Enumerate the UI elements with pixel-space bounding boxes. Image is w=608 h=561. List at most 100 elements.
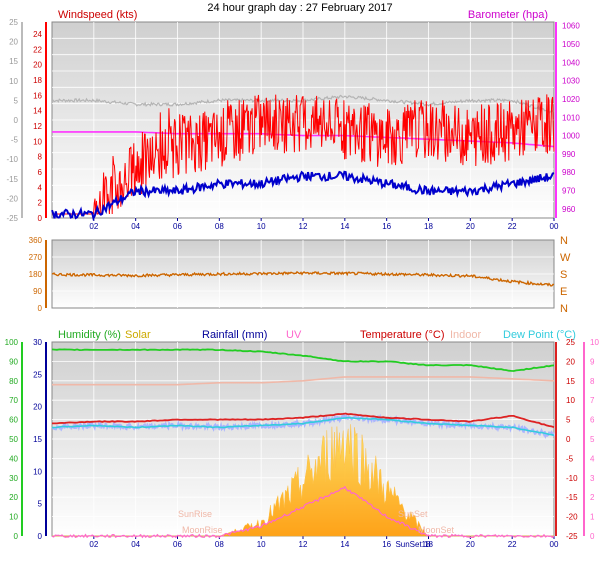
uv-tick-label: 4 [590,454,595,463]
uv-tick-label: 6 [590,416,595,425]
x-tick-label: 12 [299,540,308,549]
direction-tick-label: 180 [29,270,43,279]
rainfall-tick-label: 10 [33,467,42,476]
humidity-tick-label: 10 [9,513,18,522]
x-tick-label: 04 [131,222,140,231]
windspeed-tick-label: 24 [33,30,42,39]
moonrise-annotation: MoonRise [182,525,223,535]
humidity-tick-label: 60 [9,416,18,425]
temperature-tick-label: 5 [566,416,571,425]
windspeed-tick-label: 6 [38,168,43,177]
temperature-tick-label: 25 [566,338,575,347]
x-tick-label: 14 [340,222,349,231]
uv-tick-label: 0 [590,532,595,541]
x-tick-label: 10 [257,540,266,549]
windspeed-tick-label: 2 [38,199,43,208]
temperature-label: Temperature (°C) [360,329,444,341]
grey-tick-label: -20 [6,194,18,203]
x-tick-label: 18 [424,540,433,549]
chart-title: 24 hour graph day : 27 February 2017 [207,2,392,14]
x-tick-label: 04 [131,540,140,549]
x-tick-label: 06 [173,540,182,549]
windspeed-tick-label: 12 [33,122,42,131]
temperature-tick-label: 10 [566,396,575,405]
x-tick-label: 22 [508,540,517,549]
grey-tick-label: 15 [9,57,18,66]
windspeed-tick-label: 22 [33,45,42,54]
temperature-tick-label: 20 [566,357,575,366]
direction-tick-label: 90 [33,287,42,296]
indoor-label: Indoor [450,329,482,341]
humidity-tick-label: 80 [9,377,18,386]
uv-tick-label: 9 [590,357,595,366]
x-tick-label: 22 [508,222,517,231]
uv-tick-label: 7 [590,396,595,405]
rainfall-label: Rainfall (mm) [202,329,267,341]
dew-point-label: Dew Point (°C) [503,329,576,341]
windspeed-tick-label: 8 [38,153,43,162]
humidity-tick-label: 100 [5,338,19,347]
x-tick-label: 14 [340,540,349,549]
humidity-tick-label: 50 [9,435,18,444]
barometer-tick-label: 960 [562,205,576,214]
dew-point-line [51,416,555,437]
barometer-tick-label: 1000 [562,132,580,141]
temperature-tick-label: -5 [566,454,574,463]
barometer-tick-label: 980 [562,168,576,177]
humidity-line [51,348,555,372]
x-tick-label: 20 [466,222,475,231]
windspeed-tick-label: 10 [33,137,42,146]
wind-direction-line [51,270,555,287]
humidity-tick-label: 0 [14,532,19,541]
x-tick-label: 10 [257,222,266,231]
x-tick-label: 00 [550,222,559,231]
x-tick-label: 16 [382,222,391,231]
sunrise-annotation: SunRise [178,509,212,519]
x-tick-label: 12 [299,222,308,231]
temperature-tick-label: -20 [566,513,578,522]
x-tick-label: 06 [173,222,182,231]
direction-tick-label: 270 [29,253,43,262]
barometer-tick-label: 1040 [562,58,580,67]
rainfall-tick-label: 5 [38,500,43,509]
uv-tick-label: 2 [590,493,595,502]
wind-gust-line [52,94,555,215]
x-tick-label: 20 [466,540,475,549]
solar-label: Solar [125,329,151,341]
grey-tick-label: 5 [14,96,19,105]
windspeed-tick-label: 0 [38,214,43,223]
moonset-annotation: MoonSet [418,525,455,535]
x-tick-label: 18 [424,222,433,231]
x-tick-label: 08 [215,222,224,231]
grey-tick-label: 20 [9,38,18,47]
barometer-tick-label: 1060 [562,22,580,31]
temperature-tick-label: -15 [566,493,578,502]
rainfall-tick-label: 15 [33,435,42,444]
grey-tick-label: 0 [14,116,19,125]
windspeed-axis-label: Windspeed (kts) [58,9,137,21]
indoor-line [52,376,555,386]
compass-tick-label: S [560,269,567,281]
grey-tick-label: 10 [9,77,18,86]
direction-tick-label: 360 [29,236,43,245]
grey-tick-label: -15 [6,175,18,184]
humidity-tick-label: 40 [9,454,18,463]
temperature-tick-label: 15 [566,377,575,386]
windspeed-tick-label: 4 [38,183,43,192]
rainfall-tick-label: 30 [33,338,42,347]
uv-line [51,485,555,539]
grey-tick-label: -25 [6,214,18,223]
windspeed-tick-label: 20 [33,61,42,70]
humidity-tick-label: 20 [9,493,18,502]
uv-label: UV [286,329,302,341]
humidity-tick-label: 90 [9,357,18,366]
barometer-tick-label: 990 [562,150,576,159]
temperature-line [52,412,555,429]
uv-tick-label: 5 [590,435,595,444]
x-tick-label: 00 [550,540,559,549]
uv-tick-label: 1 [590,513,595,522]
barometer-tick-label: 970 [562,187,576,196]
humidity-tick-label: 30 [9,474,18,483]
x-tick-label: 02 [89,222,98,231]
temperature-tick-label: 0 [566,435,571,444]
